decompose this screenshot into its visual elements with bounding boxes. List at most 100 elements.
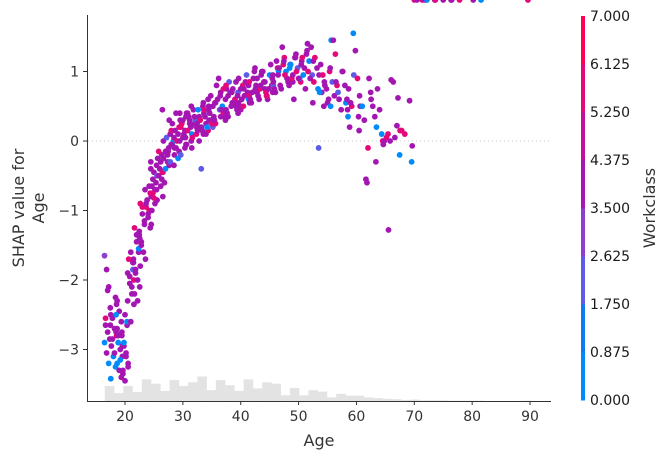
data-point: [356, 92, 363, 99]
data-point: [366, 75, 372, 82]
y-tick-label: 1: [70, 65, 79, 81]
data-point: [162, 165, 169, 172]
data-point: [344, 96, 350, 103]
data-point: [153, 186, 160, 193]
histogram-bar: [438, 400, 448, 401]
histogram-bar: [410, 399, 420, 401]
data-point: [246, 79, 253, 85]
data-point: [395, 95, 401, 101]
data-point: [240, 103, 247, 110]
data-point: [359, 103, 366, 110]
data-point: [102, 322, 109, 329]
data-point: [206, 110, 213, 117]
data-point: [259, 68, 266, 75]
data-point: [292, 54, 299, 61]
data-point: [198, 165, 205, 172]
histogram-bar: [123, 385, 133, 401]
y-axis-label: SHAP value for Age: [9, 148, 48, 267]
data-point: [255, 92, 261, 99]
data-point: [265, 85, 272, 92]
data-point: [109, 315, 116, 322]
histogram-bar: [280, 395, 291, 401]
y-tick-label: −1: [58, 204, 79, 220]
histogram-bar: [169, 380, 180, 401]
data-point: [117, 357, 124, 363]
data-point: [262, 79, 268, 85]
data-point: [105, 360, 112, 367]
data-point: [131, 224, 138, 231]
data-point: [114, 297, 121, 304]
data-point: [212, 99, 219, 106]
data-point: [171, 152, 178, 158]
data-point: [356, 127, 363, 134]
data-point: [424, 0, 430, 3]
data-point: [168, 141, 175, 148]
data-point: [230, 99, 237, 106]
data-point: [107, 375, 114, 382]
data-point: [391, 134, 398, 141]
x-tick-label: 30: [174, 409, 192, 425]
data-point: [330, 37, 337, 44]
data-point: [132, 266, 139, 273]
data-point: [134, 297, 141, 304]
histogram-bar: [354, 395, 365, 401]
data-point: [139, 211, 146, 217]
data-point: [295, 75, 302, 82]
data-point: [155, 148, 162, 155]
data-point: [175, 131, 182, 137]
data-point: [316, 89, 323, 96]
data-point: [406, 97, 413, 104]
data-point: [282, 72, 288, 78]
data-point: [369, 103, 376, 110]
data-point: [186, 117, 193, 124]
colorbar-segment: [581, 112, 585, 161]
x-tick-label: 40: [232, 409, 250, 425]
histogram-bar: [160, 390, 170, 401]
data-point: [315, 145, 322, 151]
data-point: [228, 89, 235, 96]
y-tick-label: −3: [58, 343, 79, 359]
data-point: [101, 252, 108, 259]
data-point: [153, 179, 159, 186]
data-point: [188, 103, 195, 110]
colorbar-segment: [581, 16, 585, 65]
data-point: [335, 89, 341, 96]
data-point: [134, 277, 141, 283]
data-point: [352, 47, 359, 54]
data-point: [121, 339, 127, 346]
data-point: [176, 110, 183, 117]
histogram-bar: [299, 395, 309, 401]
data-point: [136, 284, 143, 290]
data-point: [378, 131, 385, 137]
data-point: [470, 0, 477, 3]
data-point: [301, 65, 308, 71]
data-point: [171, 162, 177, 169]
data-point: [183, 110, 190, 117]
data-point: [414, 0, 420, 3]
data-point: [275, 72, 281, 78]
data-point: [396, 152, 403, 158]
data-point: [201, 106, 207, 113]
data-point: [354, 75, 361, 82]
data-point: [432, 0, 439, 3]
data-point: [271, 85, 278, 92]
data-point: [305, 68, 311, 75]
data-point: [456, 0, 463, 3]
data-point: [355, 113, 362, 120]
data-point: [161, 179, 168, 186]
data-point: [141, 218, 148, 224]
data-point: [332, 51, 339, 58]
data-point: [225, 92, 232, 99]
data-point: [247, 96, 254, 103]
histogram-bar: [382, 398, 393, 401]
x-tick-label: 50: [290, 409, 308, 425]
data-point: [270, 79, 277, 85]
histogram-bar: [289, 388, 300, 401]
data-point: [317, 61, 324, 68]
x-tick-label: 60: [348, 409, 366, 425]
data-point: [276, 65, 283, 71]
data-point: [176, 138, 183, 144]
data-point: [107, 322, 114, 329]
data-point: [290, 96, 297, 103]
data-point: [345, 113, 351, 120]
